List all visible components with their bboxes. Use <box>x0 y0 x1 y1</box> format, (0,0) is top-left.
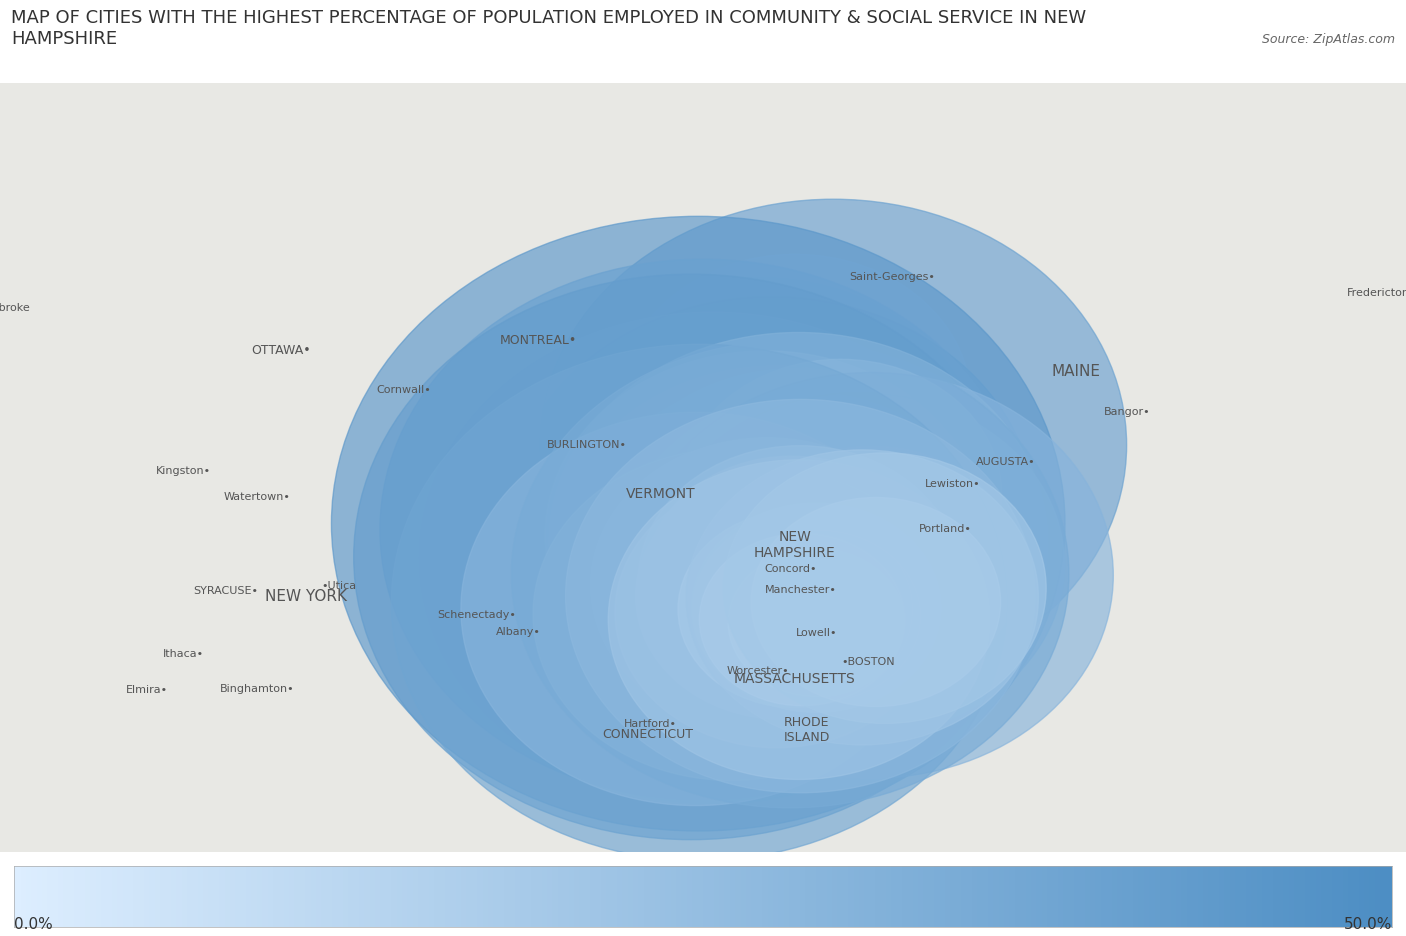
Circle shape <box>724 453 1046 724</box>
Text: Source: ZipAtlas.com: Source: ZipAtlas.com <box>1261 33 1395 46</box>
Text: CONNECTICUT: CONNECTICUT <box>603 727 693 740</box>
Circle shape <box>548 333 1047 751</box>
Circle shape <box>692 504 941 712</box>
Text: Cornwall•: Cornwall• <box>375 384 430 394</box>
Text: MONTREAL•: MONTREAL• <box>499 333 576 346</box>
Text: Kingston•: Kingston• <box>156 465 211 475</box>
Text: BURLINGTON•: BURLINGTON• <box>547 440 627 449</box>
Text: NEW
HAMPSHIRE: NEW HAMPSHIRE <box>754 530 835 560</box>
Text: VERMONT: VERMONT <box>626 487 695 501</box>
Circle shape <box>619 255 972 549</box>
Circle shape <box>419 313 1005 804</box>
Circle shape <box>332 217 1064 831</box>
Circle shape <box>541 278 981 647</box>
Circle shape <box>557 366 997 735</box>
Circle shape <box>603 369 986 689</box>
Text: AUGUSTA•: AUGUSTA• <box>976 457 1036 467</box>
Text: Lewiston•: Lewiston• <box>925 478 980 489</box>
Circle shape <box>609 461 990 780</box>
Text: OTTAWA•: OTTAWA• <box>252 344 311 357</box>
Text: Watertown•: Watertown• <box>224 491 290 502</box>
Text: Manchester•: Manchester• <box>765 585 837 594</box>
Circle shape <box>614 477 938 748</box>
Circle shape <box>686 450 1039 745</box>
Circle shape <box>578 378 988 723</box>
Circle shape <box>591 438 943 733</box>
Circle shape <box>546 352 986 720</box>
Circle shape <box>512 342 1069 808</box>
Circle shape <box>693 511 928 708</box>
Circle shape <box>716 531 921 702</box>
Text: SYRACUSE•: SYRACUSE• <box>194 586 259 596</box>
Text: MASSACHUSETTS: MASSACHUSETTS <box>734 671 856 685</box>
Text: 0.0%: 0.0% <box>14 916 53 931</box>
Circle shape <box>699 534 904 706</box>
Text: NEW YORK: NEW YORK <box>264 589 347 604</box>
Text: Elmira•: Elmira• <box>125 684 167 694</box>
Circle shape <box>354 275 1029 840</box>
Text: MAINE: MAINE <box>1052 363 1101 378</box>
Circle shape <box>628 373 1114 779</box>
Circle shape <box>380 260 1025 800</box>
Circle shape <box>645 457 938 702</box>
Text: •BOSTON: •BOSTON <box>841 656 894 666</box>
Circle shape <box>678 511 912 708</box>
Circle shape <box>654 393 1064 737</box>
Text: Schenectady•: Schenectady• <box>437 609 516 620</box>
Text: Hartford•: Hartford• <box>624 718 676 728</box>
Circle shape <box>661 475 925 696</box>
Text: Saint-Georges•: Saint-Georges• <box>849 271 935 282</box>
Text: Concord•: Concord• <box>763 563 817 573</box>
Text: MAP OF CITIES WITH THE HIGHEST PERCENTAGE OF POPULATION EMPLOYED IN COMMUNITY & : MAP OF CITIES WITH THE HIGHEST PERCENTAG… <box>11 9 1087 48</box>
Polygon shape <box>665 390 896 628</box>
Circle shape <box>461 413 931 806</box>
Circle shape <box>533 449 929 781</box>
Circle shape <box>631 393 984 688</box>
Text: 50.0%: 50.0% <box>1344 916 1392 931</box>
Text: RHODE
ISLAND: RHODE ISLAND <box>783 715 830 743</box>
Circle shape <box>621 402 973 697</box>
Text: Lowell•: Lowell• <box>796 628 838 637</box>
Text: •Pembroke: •Pembroke <box>0 302 30 313</box>
Text: Fredericton•: Fredericton• <box>1347 288 1406 298</box>
Text: Portland•: Portland• <box>918 523 972 534</box>
Circle shape <box>751 498 1001 707</box>
Circle shape <box>636 474 929 720</box>
Text: Binghamton•: Binghamton• <box>219 683 294 693</box>
Text: •Utica: •Utica <box>321 580 356 591</box>
Circle shape <box>638 446 960 716</box>
Circle shape <box>679 360 1002 630</box>
Text: Ithaca•: Ithaca• <box>163 649 204 658</box>
Circle shape <box>728 549 904 696</box>
Text: Albany•: Albany• <box>496 627 541 636</box>
Circle shape <box>725 447 1019 693</box>
Circle shape <box>540 200 1126 691</box>
Circle shape <box>565 400 1035 793</box>
Circle shape <box>391 344 1008 861</box>
Text: Bangor•: Bangor• <box>1104 407 1150 417</box>
Circle shape <box>508 298 1036 739</box>
Text: Worcester•: Worcester• <box>727 665 789 676</box>
